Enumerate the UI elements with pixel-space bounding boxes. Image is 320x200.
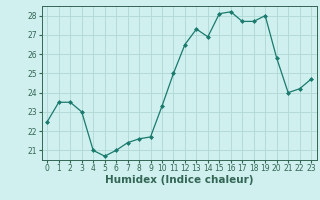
X-axis label: Humidex (Indice chaleur): Humidex (Indice chaleur) <box>105 175 253 185</box>
